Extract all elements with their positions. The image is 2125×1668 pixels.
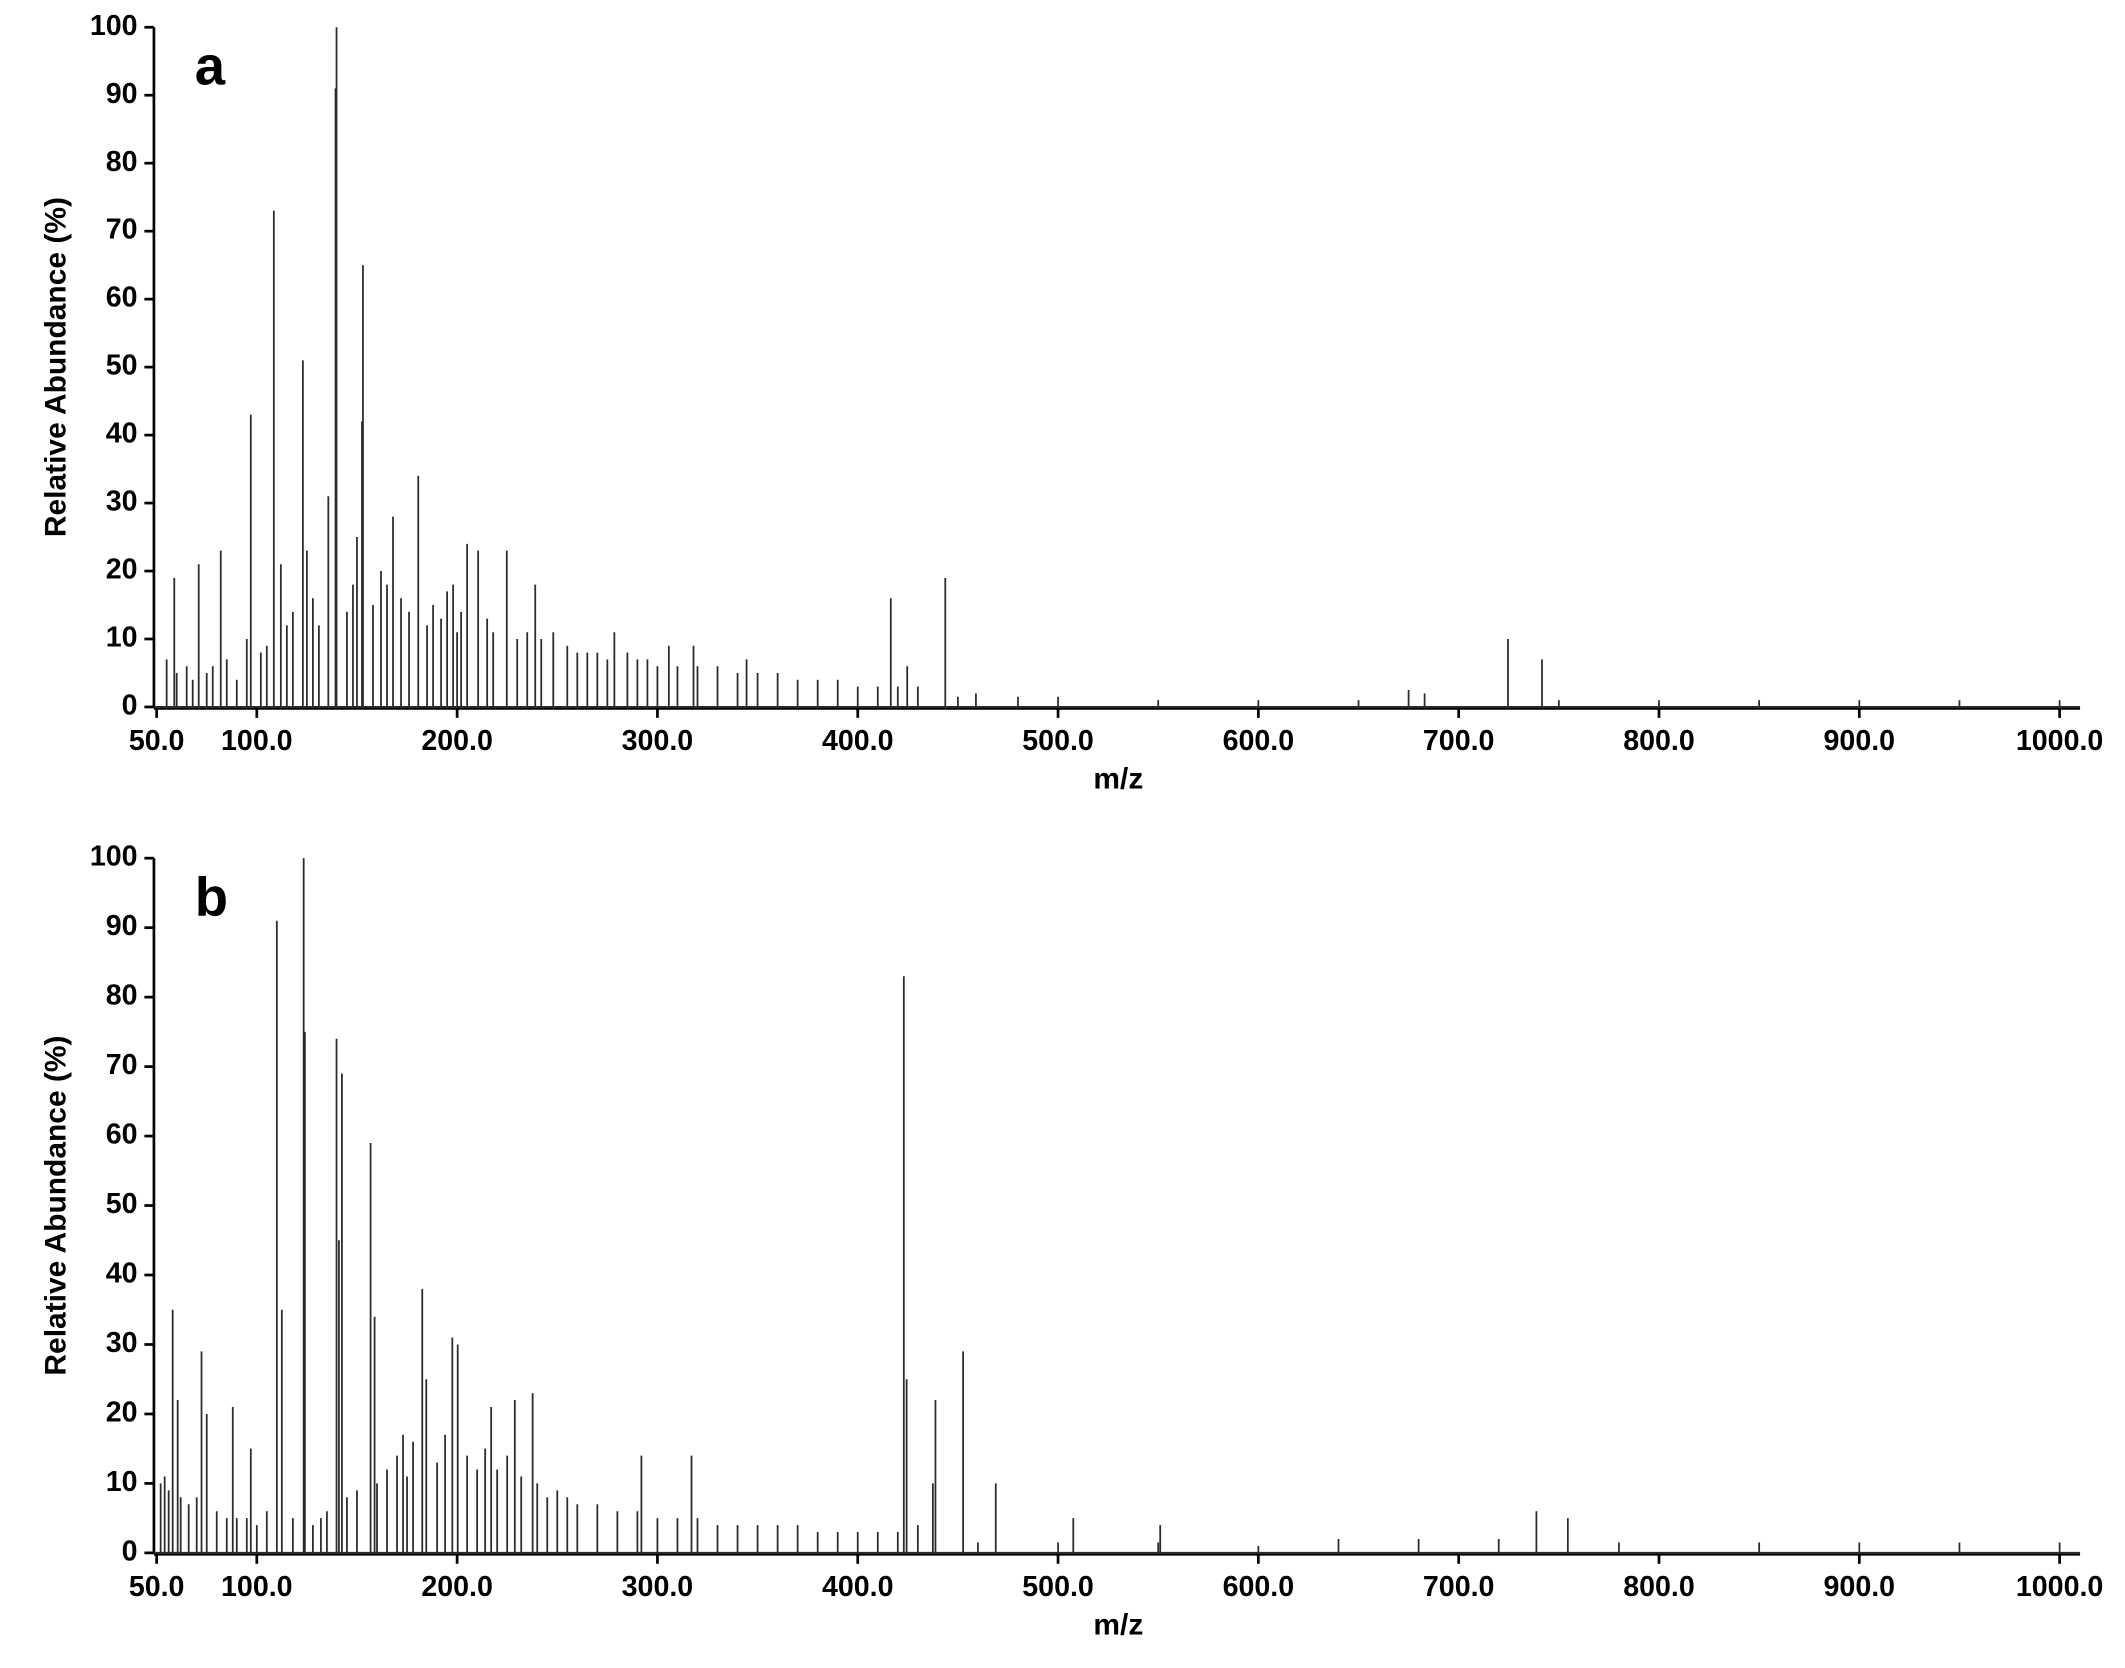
y-tick-label: 100: [90, 841, 138, 873]
x-tick-label: 700.0: [1423, 725, 1495, 757]
x-tick-label: 300.0: [622, 725, 694, 757]
y-tick-label: 70: [106, 214, 138, 246]
panel: 0 10 20 30 40 50 60 70 80 90 100 50.0 100.0 200.0 300.…: [39, 841, 2103, 1642]
y-tick-label: 50: [106, 350, 138, 382]
y-tick-label: 40: [106, 418, 138, 450]
y-tick-label: 100: [90, 10, 138, 42]
x-tick-label: 100.0: [221, 725, 293, 757]
y-tick-label: 40: [106, 1258, 138, 1290]
x-tick-label: 200.0: [421, 1571, 493, 1603]
x-tick-label: 800.0: [1623, 1571, 1695, 1603]
y-tick-label: 20: [106, 1397, 138, 1429]
x-tick-label: 1000.0: [2016, 1571, 2103, 1603]
x-tick-label: 800.0: [1623, 725, 1695, 757]
panel-label: b: [195, 866, 228, 927]
y-tick-label: 30: [106, 1327, 138, 1359]
x-tick-label: 900.0: [1824, 1571, 1896, 1603]
x-tick-label: 900.0: [1824, 725, 1896, 757]
x-tick-label: 500.0: [1022, 1571, 1094, 1603]
y-axis-label: Relative Abundance (%): [39, 197, 72, 537]
x-axis-label: m/z: [1093, 763, 1143, 796]
x-tick-label: 400.0: [822, 725, 894, 757]
x-tick-label: 600.0: [1223, 725, 1295, 757]
x-tick-label: 400.0: [822, 1571, 894, 1603]
y-tick-label: 90: [106, 78, 138, 110]
x-tick-label: 100.0: [221, 1571, 293, 1603]
x-tick-label: 300.0: [622, 1571, 694, 1603]
x-tick-label: 50.0: [129, 725, 185, 757]
y-tick-label: 80: [106, 146, 138, 178]
x-tick-label: 600.0: [1223, 1571, 1295, 1603]
y-tick-label: 50: [106, 1188, 138, 1220]
x-tick-label: 50.0: [129, 1571, 185, 1603]
y-tick-label: 60: [106, 1119, 138, 1151]
x-axis-label: m/z: [1093, 1609, 1143, 1642]
y-tick-label: 90: [106, 910, 138, 942]
x-tick-label: 200.0: [421, 725, 493, 757]
x-tick-label: 700.0: [1423, 1571, 1495, 1603]
y-tick-label: 60: [106, 282, 138, 314]
y-tick-label: 70: [106, 1049, 138, 1081]
y-tick-label: 20: [106, 554, 138, 586]
y-tick-label: 0: [122, 690, 138, 722]
y-tick-label: 10: [106, 1466, 138, 1498]
y-tick-label: 30: [106, 486, 138, 518]
panel: 0 10 20 30 40 50 60 70 80 90 100 50.0 100.0 200.0 300.…: [39, 10, 2103, 796]
y-tick-label: 0: [122, 1535, 138, 1567]
x-tick-label: 1000.0: [2016, 725, 2103, 757]
y-axis-label: Relative Abundance (%): [39, 1035, 72, 1375]
x-tick-label: 500.0: [1022, 725, 1094, 757]
y-tick-label: 80: [106, 980, 138, 1012]
panel-label: a: [195, 35, 226, 96]
y-tick-label: 10: [106, 622, 138, 654]
